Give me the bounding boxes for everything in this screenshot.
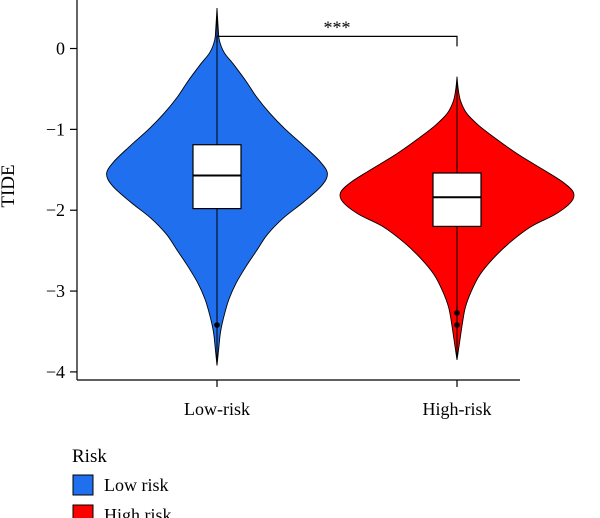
significance-label: *** (324, 17, 351, 37)
outlier-point (214, 322, 220, 328)
violin-group-high-risk (339, 76, 575, 360)
axes: TIDE 0 −1 −2 −3 −4 Low-risk High-risk (0, 0, 520, 419)
violin-group-low-risk (106, 8, 328, 366)
box (432, 172, 482, 227)
y-tick-label: 0 (56, 39, 65, 59)
y-tick-label: −4 (46, 362, 65, 382)
x-tick-label: High-risk (423, 399, 492, 419)
legend-title: Risk (72, 446, 107, 467)
legend-swatch-low-risk (72, 474, 94, 496)
bracket-line (216, 35, 458, 47)
box (192, 144, 242, 210)
legend: Risk Low risk High risk (72, 446, 172, 518)
y-tick-label: −1 (46, 119, 65, 139)
significance-bracket: *** (216, 17, 458, 47)
legend-label-high-risk: High risk (104, 505, 172, 518)
outlier-point (454, 322, 460, 328)
plot-area: *** (106, 8, 575, 366)
y-axis-label: TIDE (0, 164, 19, 207)
y-tick-label: −3 (46, 281, 65, 301)
legend-label-low-risk: Low risk (104, 475, 169, 495)
x-tick-label: Low-risk (184, 399, 250, 419)
y-tick-label: −2 (46, 200, 65, 220)
outlier-point (454, 310, 460, 316)
legend-swatch-high-risk (72, 504, 94, 518)
